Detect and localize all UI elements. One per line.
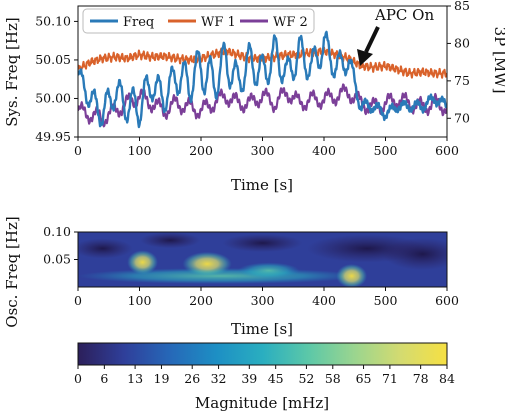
heatmap-low-region (222, 234, 303, 252)
x-tick-label: 600 (435, 143, 459, 158)
x-tick-label: 500 (374, 293, 398, 308)
legend: Freq WF 1 WF 2 (82, 8, 315, 34)
legend-label-wf2: WF 2 (273, 15, 308, 30)
legend-box (82, 8, 315, 34)
x-tick-label: 0 (74, 293, 82, 308)
colorbar-tick-label: 65 (356, 371, 372, 386)
colorbar-tick-label: 32 (211, 371, 227, 386)
top-y2-axis-label: 3P [MW] (491, 27, 505, 94)
colorbar-gradient (77, 342, 448, 366)
x-tick-label: 100 (128, 293, 152, 308)
colorbar-tick-label: 0 (74, 371, 82, 386)
colorbar: 0 6 13 19 26 32 39 45 52 58 65 71 78 84 Magnitude [mH… (74, 342, 455, 412)
time-series-panel: 0 100 200 300 400 500 600 49.95 50.00 50.05 50.10… (3, 0, 505, 194)
heatmap-band (182, 251, 232, 276)
heatmap-low-region (382, 238, 447, 270)
top-x-axis-label: Time [s] (231, 176, 293, 194)
apc-on-arrow-shaft (364, 26, 380, 53)
spectrogram-panel: 0 100 200 300 400 500 600 0.05 0.10 Time [s] Os… (3, 216, 459, 338)
colorbar-tick-label: 26 (184, 371, 200, 386)
x-tick-label: 400 (312, 143, 336, 158)
y-tick-label: 50.00 (35, 90, 71, 105)
spectrogram-image (78, 232, 447, 287)
heatmap-band (127, 250, 158, 275)
x-tick-label: 400 (312, 293, 336, 308)
heatmap-y-axis-label: Osc. Freq [Hz] (3, 216, 21, 327)
series-line-freq (78, 30, 447, 129)
colorbar-tick-label: 78 (413, 371, 429, 386)
heatmap-y-tick-label: 0.05 (43, 252, 71, 267)
y-tick-label: 49.95 (35, 129, 71, 144)
x-tick-label: 0 (74, 143, 82, 158)
heatmap-low-region (140, 232, 201, 249)
y2-tick-label: 80 (454, 35, 470, 50)
heatmap-y-tick-label: 0.10 (43, 224, 71, 239)
colorbar-tick-label: 39 (241, 371, 257, 386)
apc-on-annotation: APC On (357, 6, 434, 66)
legend-label-freq: Freq (123, 15, 154, 30)
legend-label-wf1: WF 1 (201, 15, 236, 30)
y2-tick-label: 75 (454, 73, 470, 88)
y-tick-label: 50.10 (35, 13, 71, 28)
series-line-wf1 (78, 46, 447, 79)
colorbar-tick-label: 45 (268, 371, 284, 386)
colorbar-tick-label: 71 (382, 371, 398, 386)
x-tick-label: 200 (189, 143, 213, 158)
heatmap-x-axis-label: Time [s] (231, 320, 293, 338)
apc-on-label: APC On (374, 6, 434, 24)
top-y-axis-label: Sys. Freq [Hz] (3, 17, 21, 127)
colorbar-label: Magnitude [mHz] (195, 394, 329, 412)
heatmap-low-region (78, 238, 133, 259)
x-tick-label: 300 (251, 293, 275, 308)
colorbar-tick-label: 58 (325, 371, 341, 386)
x-tick-label: 500 (374, 143, 398, 158)
y-tick-label: 50.05 (35, 52, 71, 67)
x-tick-label: 100 (128, 143, 152, 158)
colorbar-tick-label: 52 (298, 371, 314, 386)
y2-tick-label: 85 (454, 0, 470, 13)
apc-on-arrow-head (357, 49, 373, 66)
colorbar-tick-label: 6 (100, 371, 108, 386)
colorbar-tick-label: 13 (127, 371, 143, 386)
series-line-wf2 (78, 83, 447, 128)
colorbar-tick-label: 84 (439, 371, 455, 386)
y2-tick-label: 70 (454, 110, 470, 125)
colorbar-tick-label: 19 (154, 371, 170, 386)
heatmap-band (336, 264, 368, 287)
heatmap-band (237, 262, 300, 279)
x-tick-label: 600 (435, 293, 459, 308)
x-tick-label: 200 (189, 293, 213, 308)
x-tick-label: 300 (251, 143, 275, 158)
